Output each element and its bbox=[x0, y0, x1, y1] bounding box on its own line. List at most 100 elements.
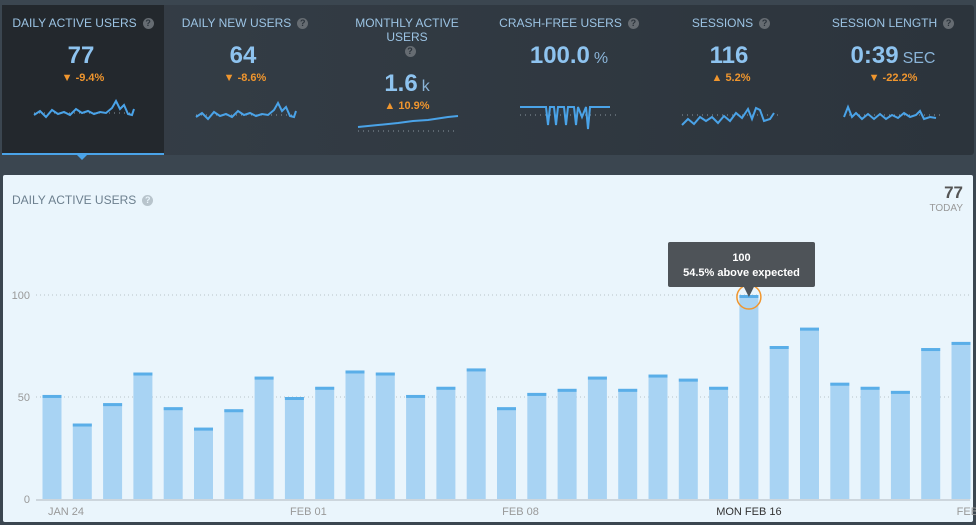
triangle-down-icon: ▼ bbox=[868, 72, 880, 84]
metric-value: 0:39 SEC bbox=[812, 42, 974, 70]
tooltip-value: 100 bbox=[732, 252, 751, 264]
bar-cap bbox=[42, 394, 62, 398]
metric-change: ▲ 10.9% bbox=[326, 100, 488, 112]
help-icon[interactable]: ? bbox=[142, 195, 154, 206]
bar bbox=[406, 394, 426, 499]
bar-cap bbox=[618, 388, 638, 392]
bar-cap bbox=[224, 409, 244, 413]
metrics-bar: DAILY ACTIVE USERS? 77 ▼ -9.4% DAILY NEW… bbox=[2, 5, 974, 155]
metric-value: 116 bbox=[650, 42, 812, 70]
bar bbox=[739, 295, 759, 499]
metric-tile-daily-new-users[interactable]: DAILY NEW USERS? 64 ▼ -8.6% bbox=[164, 5, 326, 155]
metric-value: 77 bbox=[2, 42, 164, 70]
triangle-up-icon: ▲ bbox=[711, 72, 723, 84]
bar bbox=[830, 382, 850, 499]
metric-value-number: 1.6 bbox=[384, 70, 418, 97]
sparkline bbox=[520, 106, 620, 130]
bar-cap bbox=[436, 386, 456, 390]
help-icon[interactable]: ? bbox=[142, 18, 154, 29]
bar-cap bbox=[648, 374, 668, 378]
metric-change: ▼ -9.4% bbox=[2, 72, 164, 84]
bar-cap bbox=[921, 348, 941, 352]
sparkline bbox=[681, 106, 782, 126]
help-icon[interactable]: ? bbox=[404, 46, 416, 57]
help-icon[interactable]: ? bbox=[943, 18, 955, 29]
metric-value: 100.0% bbox=[488, 42, 650, 70]
metric-tile-crash-free-users[interactable]: CRASH-FREE USERS? 100.0% bbox=[488, 5, 650, 155]
metric-change-text: -9.4% bbox=[75, 72, 105, 84]
metric-label-text: DAILY ACTIVE USERS bbox=[12, 16, 137, 30]
metric-label-text: CRASH-FREE USERS bbox=[499, 16, 622, 30]
metric-change-text: 5.2% bbox=[725, 72, 751, 84]
triangle-down-icon: ▼ bbox=[61, 72, 73, 84]
bar bbox=[72, 423, 92, 499]
bar bbox=[587, 376, 607, 499]
metric-label: SESSION LENGTH? bbox=[812, 16, 974, 30]
x-tick-label: MON FEB 16 bbox=[716, 506, 781, 518]
metric-value-number: 77 bbox=[67, 42, 95, 69]
bar bbox=[345, 370, 365, 499]
bar-cap bbox=[678, 378, 698, 382]
metric-label: CRASH-FREE USERS? bbox=[488, 16, 650, 30]
bar-cap bbox=[133, 372, 153, 376]
help-icon[interactable]: ? bbox=[627, 18, 639, 29]
metric-change: ▼ -8.6% bbox=[164, 72, 326, 84]
bar-cap bbox=[709, 386, 729, 390]
metric-unit: % bbox=[593, 50, 609, 67]
metric-change: ▼ -22.2% bbox=[812, 72, 974, 84]
bar bbox=[103, 403, 123, 499]
today-label: TODAY bbox=[929, 203, 963, 214]
tooltip: 100 54.5% above expected bbox=[668, 242, 815, 287]
bar bbox=[890, 390, 910, 499]
bar bbox=[284, 397, 304, 499]
bar bbox=[921, 348, 941, 499]
bar-cap bbox=[103, 403, 123, 407]
bar bbox=[315, 386, 335, 499]
x-tick-label: JAN 24 bbox=[48, 506, 84, 518]
metric-unit: SEC bbox=[902, 50, 936, 67]
bar-cap bbox=[345, 370, 365, 374]
bar bbox=[709, 386, 729, 499]
metric-label: MONTHLY ACTIVE USERS? bbox=[326, 16, 488, 58]
bar bbox=[527, 392, 547, 499]
metric-tile-session-length[interactable]: SESSION LENGTH? 0:39 SEC ▼ -22.2% bbox=[812, 5, 974, 155]
metric-value-number: 116 bbox=[709, 42, 749, 69]
metric-value-number: 64 bbox=[229, 42, 257, 69]
metric-label: DAILY NEW USERS? bbox=[164, 16, 326, 30]
metric-value: 1.6 k bbox=[326, 70, 488, 98]
bar-cap bbox=[497, 407, 516, 411]
sparkline bbox=[843, 104, 944, 121]
bar-cap bbox=[800, 327, 819, 331]
bar bbox=[800, 327, 819, 499]
tooltip-text: 54.5% above expected bbox=[683, 267, 800, 279]
bar bbox=[224, 409, 244, 499]
y-tick-label: 50 bbox=[18, 392, 30, 404]
metric-change-text: -22.2% bbox=[882, 72, 918, 84]
metric-label-text: DAILY NEW USERS bbox=[181, 16, 292, 30]
metric-tile-daily-active-users[interactable]: DAILY ACTIVE USERS? 77 ▼ -9.4% bbox=[2, 5, 164, 155]
bar bbox=[769, 346, 789, 499]
sparkline bbox=[357, 115, 459, 132]
x-tick-label: FEB 08 bbox=[502, 506, 539, 518]
sparkline bbox=[33, 98, 135, 119]
bar-cap bbox=[194, 427, 213, 431]
metric-unit: k bbox=[421, 78, 430, 95]
sparkline bbox=[195, 100, 297, 121]
metric-value-number: 100.0 bbox=[529, 42, 590, 69]
bar-cap bbox=[830, 382, 850, 386]
metric-tile-sessions[interactable]: SESSIONS? 116 ▲ 5.2% bbox=[650, 5, 812, 155]
bar bbox=[194, 427, 213, 499]
bar-cap bbox=[72, 423, 92, 427]
metric-tile-monthly-active-users[interactable]: MONTHLY ACTIVE USERS? 1.6 k ▲ 10.9% bbox=[326, 5, 488, 155]
y-tick-label: 0 bbox=[24, 494, 30, 506]
bar-cap bbox=[163, 407, 183, 411]
help-icon[interactable]: ? bbox=[759, 18, 771, 29]
help-icon[interactable]: ? bbox=[297, 18, 309, 29]
bar-cap bbox=[406, 394, 426, 398]
metric-change-text: -8.6% bbox=[237, 72, 267, 84]
bar-cap bbox=[254, 376, 274, 380]
metric-value: 64 bbox=[164, 42, 326, 70]
metric-label-text: SESSIONS bbox=[691, 16, 754, 30]
bar bbox=[42, 394, 62, 499]
bar-cap bbox=[557, 388, 577, 392]
